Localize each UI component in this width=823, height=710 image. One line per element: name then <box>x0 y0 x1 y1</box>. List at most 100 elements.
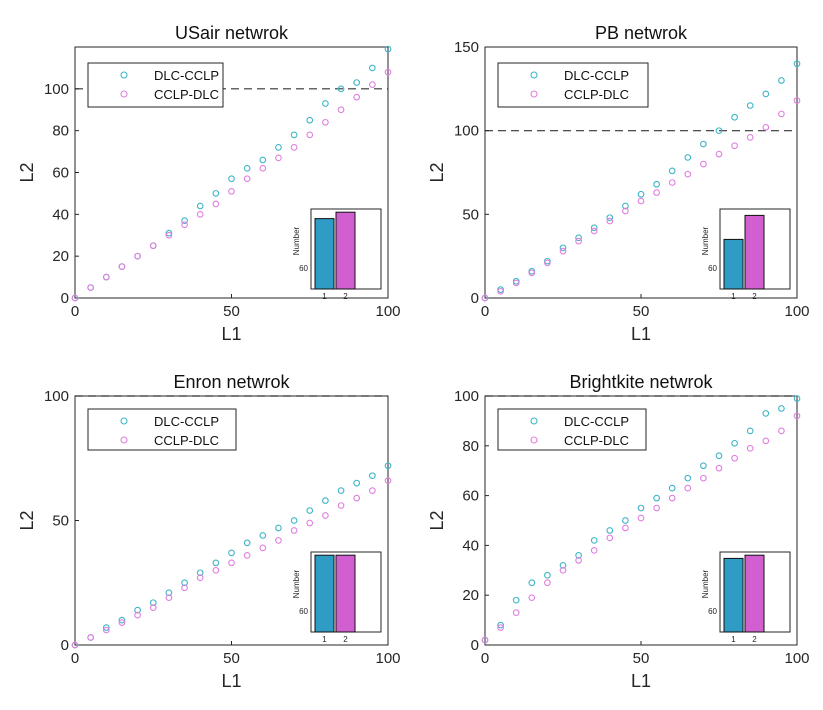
data-point <box>512 609 520 616</box>
inset-bar <box>314 218 335 290</box>
data-point <box>746 134 754 141</box>
data-point <box>102 624 110 631</box>
data-point <box>118 619 126 626</box>
data-point <box>134 252 141 260</box>
legend-marker <box>120 436 128 444</box>
legend-label: DLC-CCLP <box>154 414 219 429</box>
data-point <box>165 594 173 602</box>
data-point <box>653 180 660 188</box>
data-point <box>306 507 314 514</box>
legend-marker <box>120 417 128 425</box>
data-point <box>322 497 329 504</box>
y-tick-label: 20 <box>52 248 69 265</box>
data-point <box>497 287 504 295</box>
series-ccl-dlc <box>481 97 801 302</box>
data-point <box>606 217 614 225</box>
data-point <box>684 474 692 482</box>
legend-label: CCLP-DLC <box>154 433 219 448</box>
inset-y-tick-label: 60 <box>299 264 308 273</box>
chart-title: USair netwrok <box>175 23 289 43</box>
legend-box <box>497 62 649 108</box>
data-point <box>700 462 707 470</box>
data-point <box>637 197 645 205</box>
data-point <box>715 150 723 158</box>
data-point <box>622 524 629 532</box>
y-tick-label: 80 <box>462 438 479 455</box>
data-point <box>134 606 141 614</box>
data-point <box>637 504 645 512</box>
data-point <box>290 527 298 534</box>
x-axis-label: L1 <box>631 671 651 691</box>
data-point <box>181 584 188 592</box>
legend-label: DLC-CCLP <box>154 68 219 83</box>
data-point <box>322 118 329 126</box>
data-point <box>228 549 235 557</box>
data-point <box>731 142 738 150</box>
data-point <box>575 237 582 245</box>
series-dlc-ccl <box>481 395 801 644</box>
inset-chart: 1 2 60 Number <box>292 208 382 301</box>
data-point <box>290 517 298 524</box>
data-point <box>590 537 598 544</box>
data-point <box>337 85 345 93</box>
inset-bar <box>744 554 765 633</box>
inset-bar <box>335 211 356 290</box>
data-point <box>181 217 188 224</box>
data-point <box>668 167 676 175</box>
data-point <box>559 244 567 252</box>
x-tick-label: 0 <box>481 650 489 667</box>
data-point <box>259 156 267 164</box>
y-tick-label: 100 <box>44 81 69 98</box>
data-point <box>290 144 298 151</box>
data-point <box>512 596 520 604</box>
series-ccl-dlc <box>481 412 801 644</box>
data-point <box>196 202 204 210</box>
chart-title: PB netwrok <box>595 23 688 43</box>
data-point <box>590 224 598 232</box>
data-point <box>762 123 770 131</box>
data-point <box>512 279 520 287</box>
data-point <box>778 77 785 84</box>
inset-category-label: 1 <box>322 292 327 301</box>
inset-bar <box>314 554 335 633</box>
x-tick-label: 0 <box>71 303 79 320</box>
data-point <box>71 641 79 649</box>
inset-y-label: Number <box>701 226 710 255</box>
chart-title: Brightkite netwrok <box>569 372 713 392</box>
x-axis-label: L1 <box>221 671 241 691</box>
data-point <box>322 512 329 519</box>
series-ccl-dlc <box>71 68 392 302</box>
legend: DLC-CCLP CCLP-DLC <box>497 408 647 451</box>
data-point <box>559 566 567 574</box>
legend-label: CCLP-DLC <box>564 433 629 448</box>
data-point <box>212 566 220 574</box>
legend-marker <box>120 90 128 98</box>
x-tick-label: 0 <box>71 650 79 667</box>
legend: DLC-CCLP CCLP-DLC <box>497 62 649 108</box>
y-tick-label: 20 <box>462 587 479 604</box>
data-point <box>653 189 660 196</box>
data-point <box>259 532 267 539</box>
inset-y-tick-label: 60 <box>708 264 717 273</box>
data-point <box>337 502 345 509</box>
data-point <box>369 81 376 88</box>
data-point <box>481 294 489 302</box>
data-point <box>793 395 801 402</box>
x-axis-label: L1 <box>221 324 241 344</box>
data-point <box>684 154 692 161</box>
data-point <box>275 144 282 151</box>
y-tick-label: 40 <box>462 537 479 554</box>
legend-box <box>87 408 237 451</box>
data-point <box>165 229 173 237</box>
panel-4: Brightkite netwrok 0 50 100 0 20 40 60 80 100 L1 L2… <box>427 372 810 691</box>
legend-marker <box>530 71 538 79</box>
data-point <box>353 79 361 86</box>
y-tick-label: 0 <box>61 290 69 307</box>
data-point <box>306 131 314 139</box>
inset-category-label: 2 <box>752 292 757 301</box>
y-tick-label: 50 <box>462 206 479 223</box>
data-point <box>762 437 770 445</box>
data-point <box>243 164 251 172</box>
legend: DLC-CCLP CCLP-DLC <box>87 408 237 451</box>
data-point <box>544 571 551 579</box>
